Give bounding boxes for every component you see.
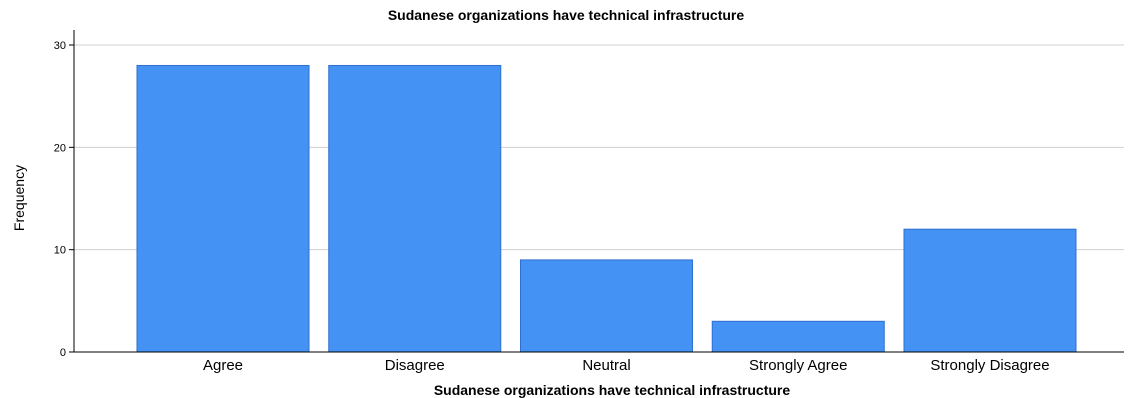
x-tick-label: Strongly Disagree [930,357,1049,374]
x-tick-label: Neutral [582,357,630,374]
y-tick-label: 20 [54,142,66,154]
y-tick-label: 10 [54,245,66,257]
y-tick-label: 0 [60,347,66,359]
y-tick-label: 30 [54,40,66,52]
bar-disagree [328,64,502,353]
y-tick-labels: 0 10 20 30 [54,40,74,359]
bar-neutral [520,259,693,353]
x-tick-label: Agree [203,357,243,374]
x-tick-label: Disagree [385,357,445,374]
chart-title: Sudanese organizations have technical in… [388,7,745,23]
y-axis-label: Frequency [11,165,27,231]
bar-strongly-disagree [903,228,1077,353]
x-tick-label: Strongly Agree [749,357,847,374]
x-tick-labels: Agree Disagree Neutral Strongly Agree Strong… [203,357,1050,374]
bar-strongly-agree [711,320,885,353]
bar-agree [136,64,310,353]
x-axis-label: Sudanese organizations have technical in… [434,382,791,398]
bars [136,64,1077,353]
